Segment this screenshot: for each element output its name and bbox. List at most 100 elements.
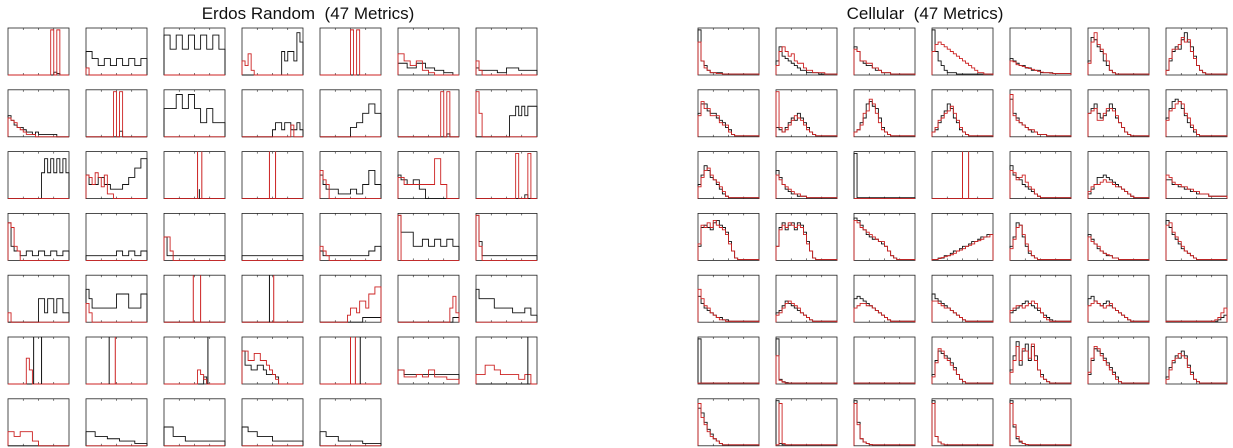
series-black: [853, 153, 916, 199]
histogram-panel: [1087, 336, 1150, 385]
series-red: [475, 60, 537, 76]
histogram-panel: [697, 151, 760, 200]
histogram-panel: [85, 27, 148, 76]
series-red: [85, 302, 147, 323]
series-red: [320, 29, 381, 76]
panel-frame: [163, 336, 226, 385]
panel-frame: [1165, 151, 1228, 200]
histogram-panel: [85, 336, 148, 385]
series-red: [1009, 343, 1072, 384]
panel-frame: [7, 89, 70, 138]
panel-frame: [241, 212, 304, 261]
series-red: [319, 245, 381, 261]
series-black: [163, 94, 226, 137]
series-red: [397, 158, 459, 200]
series-red: [1009, 169, 1072, 199]
series-red: [397, 53, 459, 76]
series-black: [163, 426, 226, 446]
histogram-panel: [241, 212, 304, 261]
series-black: [931, 234, 994, 261]
panel-frame: [1165, 336, 1228, 385]
series-red: [398, 295, 460, 323]
histogram-panel: [1087, 274, 1150, 323]
histogram-panel: [475, 274, 538, 323]
erdos-random-grid: [7, 27, 538, 447]
series-red: [697, 41, 760, 75]
series-red: [397, 369, 460, 384]
panel-frame: [7, 336, 70, 385]
panel-frame: [931, 274, 994, 323]
panel-frame: [1087, 151, 1150, 200]
series-black: [319, 431, 382, 446]
series-red: [697, 167, 760, 199]
panel-frame: [853, 398, 916, 447]
histogram-panel: [1165, 212, 1228, 261]
histogram-panel: [931, 274, 994, 323]
panel-frame: [697, 27, 760, 76]
histogram-panel: [1165, 151, 1228, 200]
histogram-panel: [1087, 212, 1150, 261]
panel-frame: [697, 151, 760, 200]
series-red: [475, 364, 537, 385]
histogram-panel: [1165, 336, 1228, 385]
series-red: [697, 288, 760, 323]
histogram-panel: [397, 89, 460, 138]
panel-frame: [1009, 89, 1072, 138]
series-red: [1009, 60, 1072, 75]
histogram-panel: [775, 151, 838, 200]
series-red: [697, 101, 760, 137]
histogram-panel: [7, 398, 70, 447]
panel-frame: [397, 151, 460, 200]
cellular-panel: Cellular (47 Metrics): [617, 0, 1233, 448]
histogram-panel: [475, 27, 538, 76]
histogram-panel: [163, 212, 226, 261]
panel-frame: [853, 27, 916, 76]
series-red: [1009, 94, 1072, 137]
chart-title: Erdos Random (47 Metrics): [201, 4, 415, 23]
panel-frame: [241, 151, 304, 200]
histogram-panel: [697, 336, 760, 385]
panel-frame: [7, 398, 70, 447]
histogram-panel: [241, 27, 304, 76]
series-red: [775, 91, 838, 137]
histogram-panel: [1165, 274, 1228, 323]
series-red: [1165, 307, 1228, 323]
panel-frame: [1009, 151, 1072, 200]
histogram-panel: [163, 336, 226, 385]
histogram-panel: [697, 212, 760, 261]
series-black: [319, 169, 382, 199]
histogram-panel: [1009, 398, 1072, 447]
panel-frame: [853, 212, 916, 261]
panel-frame: [775, 398, 838, 447]
series-red: [931, 41, 994, 75]
histogram-panel: [1087, 89, 1150, 138]
histogram-panel: [853, 336, 916, 385]
histogram-panel: [1009, 151, 1072, 200]
series-red: [1009, 300, 1072, 323]
series-red: [1165, 36, 1228, 75]
series-red: [853, 98, 916, 137]
panel-frame: [853, 336, 916, 385]
histogram-panel: [1087, 27, 1150, 76]
panel-frame: [319, 212, 382, 261]
panel-frame: [697, 336, 760, 385]
panel-frame: [1165, 274, 1228, 323]
series-black: [397, 174, 459, 200]
series-red: [241, 53, 303, 76]
series-red: [1165, 174, 1228, 199]
panel-frame: [397, 212, 460, 261]
series-red: [1087, 345, 1150, 384]
series-black: [7, 222, 70, 261]
series-black: [931, 29, 994, 75]
series-black: [85, 250, 148, 261]
series-red: [775, 46, 838, 75]
histogram-panel: [163, 151, 226, 200]
histogram-panel: [241, 336, 304, 385]
panel-frame: [475, 336, 538, 385]
panel-frame: [85, 336, 148, 385]
panel-frame: [775, 336, 838, 385]
panel-frame: [697, 212, 760, 261]
series-red: [853, 403, 916, 446]
histogram-panel: [163, 89, 226, 138]
series-red: [1165, 101, 1228, 137]
